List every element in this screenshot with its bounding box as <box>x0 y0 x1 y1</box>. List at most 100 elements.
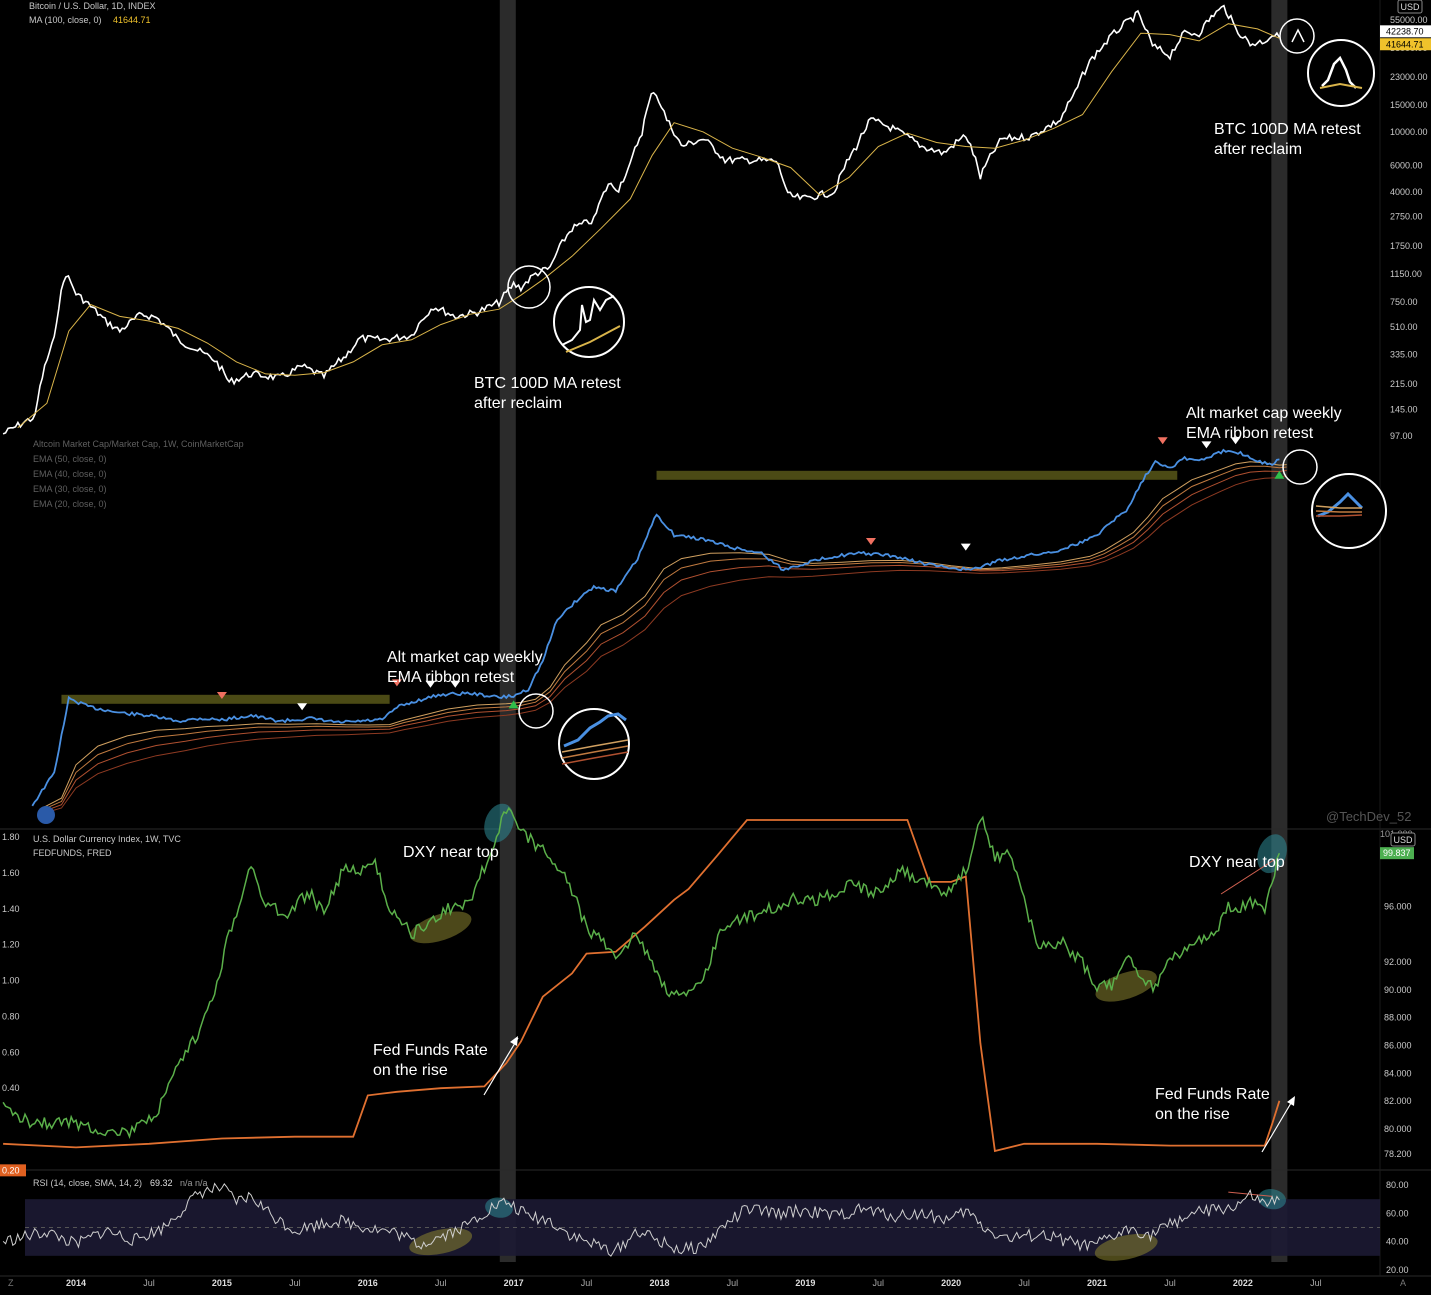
rsi-y-tick: 60.00 <box>1386 1208 1409 1218</box>
alt-resistance-band-1 <box>61 694 390 704</box>
fedfunds-price-badge: 0.20 <box>2 1165 20 1175</box>
fedfunds-y-tick: 0.40 <box>2 1083 20 1093</box>
x-tick-label: Jul <box>1018 1278 1030 1288</box>
time-axis: 2014 Jul 2015 Jul 2016 Jul 2017 Jul 2018 Jul 2019 J… <box>66 1278 1322 1288</box>
alt-signal-marker <box>960 543 971 551</box>
fedfunds-title: FEDFUNDS, FRED <box>33 848 112 858</box>
btc-ma-label: MA (100, close, 0) <box>29 15 102 25</box>
btc-title: Bitcoin / U.S. Dollar, 1D, INDEX <box>29 1 156 11</box>
teal-ellipse <box>1257 834 1287 874</box>
dxy-y-tick: 82.000 <box>1384 1096 1412 1106</box>
x-tick-label: Jul <box>289 1278 301 1288</box>
btc-retest-circle-2 <box>1279 18 1315 54</box>
arrow-fed-rise-1-head <box>510 1036 518 1046</box>
highlight-band-2 <box>1271 0 1288 1262</box>
highlight-bands <box>499 0 1288 1262</box>
btc-price-label-bg <box>1380 38 1431 51</box>
x-tick-label: 2019 <box>795 1278 815 1288</box>
annotation-fed-rise-2-line2: on the rise <box>1155 1106 1230 1123</box>
alt-retest-zoom-inset-1 <box>558 708 630 780</box>
rsi-panel: 80.00 60.00 40.00 20.00 <box>2 1180 1409 1275</box>
rsi-y-tick: 20.00 <box>1386 1265 1409 1275</box>
btc-retest-zoom-inset-2 <box>1307 39 1375 107</box>
btc-retest-zoom-inset-1 <box>553 286 625 358</box>
rsi-divergence-line <box>1228 1191 1273 1197</box>
btc-y-tick: 335.00 <box>1390 350 1418 360</box>
arrow-fed-rise-1 <box>483 1037 519 1096</box>
fedfunds-y-tick: 1.00 <box>2 976 20 986</box>
x-tick-label: Jul <box>727 1278 739 1288</box>
x-tick-label: 2020 <box>941 1278 961 1288</box>
x-tick-label: Jul <box>581 1278 593 1288</box>
annotation-btc-retest-1-line2: after reclaim <box>474 395 562 412</box>
alt-ema-ribbon-3 <box>39 469 1287 814</box>
btc-y-tick: 215.00 <box>1390 379 1418 389</box>
dxy-currency-badge[interactable]: USD <box>1393 835 1413 845</box>
dxy-y-tick: 84.000 <box>1384 1068 1412 1078</box>
annotation-dxy-top-1: DXY near top <box>403 844 499 861</box>
btc-y-tick: 1750.00 <box>1390 241 1423 251</box>
btc-y-tick: 4000.00 <box>1390 187 1423 197</box>
dxy-y-tick: 88.000 <box>1384 1013 1412 1023</box>
alt-ema-30-label: EMA (30, close, 0) <box>33 484 107 494</box>
alt-resistance-band-2 <box>656 470 1178 480</box>
dxy-y-tick: 92.000 <box>1384 957 1412 967</box>
teal-ellipse <box>1258 1189 1286 1210</box>
btc-price-line <box>2 4 1281 435</box>
btc-y-tick: 15000.00 <box>1390 100 1428 110</box>
alt-signal-marker <box>1230 437 1241 445</box>
btc-retest-mini-triangle <box>1291 28 1305 43</box>
btc-currency-badge[interactable]: USD <box>1400 2 1420 12</box>
alt-signal-marker <box>450 680 461 688</box>
btc-price-label: 41644.71 <box>1386 39 1424 49</box>
tradingview-logo-icon <box>37 806 55 824</box>
alt-retest-circle-1 <box>518 693 554 729</box>
alt-title: Altcoin Market Cap/Market Cap, 1W, CoinM… <box>33 439 244 449</box>
alt-ema-20-label: EMA (20, close, 0) <box>33 499 107 509</box>
annotation-fed-rise-2-line1: Fed Funds Rate <box>1155 1086 1270 1103</box>
btc-currency-badge-bg[interactable] <box>1397 0 1423 14</box>
fedfunds-y-tick: 0.60 <box>2 1047 20 1057</box>
btc-price-panel: 55000.0036000.0023000.0015000.0010000.00… <box>2 4 1431 441</box>
fedfunds-y-tick: 1.20 <box>2 940 20 950</box>
btc-retest-circle-1 <box>507 265 551 309</box>
alt-ema-40-label: EMA (40, close, 0) <box>33 469 107 479</box>
rsi-value: 69.32 <box>150 1178 173 1188</box>
alt-ema-50-label: EMA (50, close, 0) <box>33 454 107 464</box>
x-tick-label: 2016 <box>358 1278 378 1288</box>
btc-y-tick: 1150.00 <box>1390 269 1422 279</box>
rsi-y-tick: 40.00 <box>1386 1237 1409 1247</box>
fedfunds-y-tick: 1.80 <box>2 832 20 842</box>
olive-ellipse <box>409 1228 473 1256</box>
arrow-fed-rise-2 <box>1261 1097 1295 1153</box>
btc-ma100-line <box>17 23 1280 429</box>
dxy-y-tick: 78.200 <box>1384 1149 1412 1159</box>
x-tick-label: 2014 <box>66 1278 86 1288</box>
arrow-fed-rise-2-head <box>1287 1096 1295 1106</box>
fedfunds-line <box>3 819 1281 1153</box>
olive-ellipse <box>409 911 472 944</box>
highlight-band-1 <box>499 0 516 1262</box>
alt-retest-circle-2 <box>1282 449 1318 485</box>
dxy-y-tick: 86.000 <box>1384 1041 1412 1051</box>
alt-ema-ribbon-1 <box>39 461 1287 810</box>
dxy-line <box>2 806 1281 1140</box>
fedfunds-y-tick: 0.80 <box>2 1011 20 1021</box>
dxy-currency-badge-bg[interactable] <box>1390 832 1416 847</box>
x-axis-right-button[interactable]: A <box>1400 1278 1406 1288</box>
x-tick-label: 2017 <box>504 1278 524 1288</box>
dxy-price-badge: 99.837 <box>1383 848 1411 858</box>
alt-signal-marker <box>1201 441 1212 449</box>
rsi-title: RSI (14, close, SMA, 14, 2) <box>33 1178 142 1188</box>
annotation-alt-retest-2-line1: Alt market cap weekly <box>1186 405 1342 422</box>
dxy-price-badge-bg <box>1380 847 1414 860</box>
annotation-fed-rise-1-line2: on the rise <box>373 1062 448 1079</box>
alt-signal-marker <box>216 692 227 699</box>
btc-y-tick: 10000.00 <box>1390 127 1428 137</box>
annotation-alt-retest-2-line2: EMA ribbon retest <box>1186 425 1314 442</box>
rsi-line <box>2 1182 1280 1257</box>
x-axis-left-button[interactable]: Z <box>8 1278 14 1288</box>
alt-signal-marker <box>425 680 436 688</box>
